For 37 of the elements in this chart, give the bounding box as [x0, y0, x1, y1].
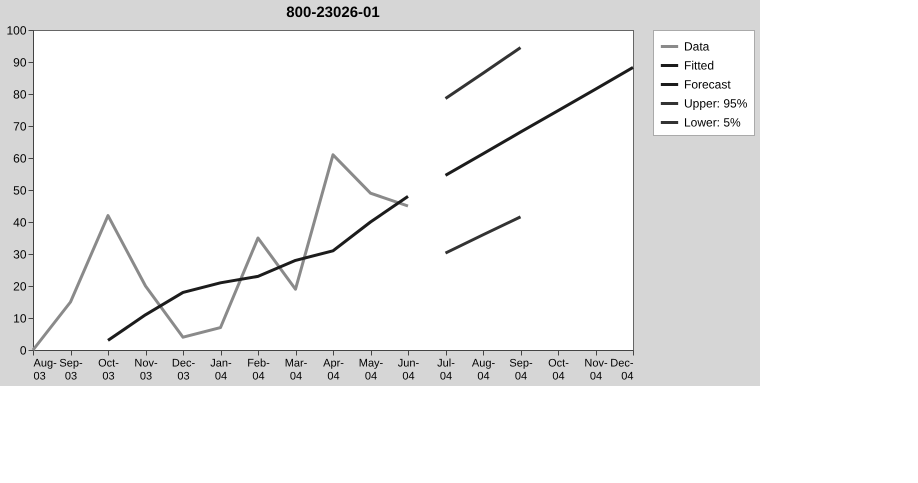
x-tick-label: Aug-04 [472, 358, 496, 382]
legend-label: Forecast [684, 78, 732, 92]
x-tick-label: Jul-04 [437, 358, 456, 382]
x-tick-label: Mar-04 [284, 358, 308, 382]
x-tick-label: Nov-03 [134, 358, 158, 382]
x-tick-label: Dec-03 [172, 358, 196, 382]
y-tick-label: 90 [13, 56, 27, 70]
x-tick-label: Feb-04 [247, 358, 270, 382]
legend-label: Fitted [684, 58, 714, 72]
y-tick-label: 70 [13, 120, 27, 134]
x-tick-label: Jan-04 [210, 358, 232, 382]
x-tick-label: Jun-04 [398, 358, 420, 382]
y-tick-label: 50 [13, 184, 27, 198]
x-tick-label: Sep-03 [59, 358, 83, 382]
chart-title: 800-23026-01 [286, 4, 380, 21]
y-tick-label: 30 [13, 248, 27, 262]
x-tick-label: Dec-04 [610, 358, 634, 382]
line-series [106, 194, 410, 342]
y-tick-label: 60 [13, 152, 27, 166]
y-tick-label: 0 [20, 344, 27, 358]
line-series [32, 153, 410, 352]
legend-label: Data [684, 40, 710, 54]
legend-label: Upper: 95% [684, 96, 748, 110]
x-tick-label: Oct-04 [548, 358, 570, 382]
x-tick-label: Apr-04 [323, 358, 344, 382]
x-tick-label: Aug-03 [34, 358, 58, 382]
x-tick-label: May-04 [358, 358, 384, 382]
y-tick-label: 40 [13, 216, 27, 230]
x-tick-label: Nov-04 [584, 358, 608, 382]
y-tick-label: 20 [13, 280, 27, 294]
y-tick-label: 10 [13, 312, 27, 326]
x-tick-label: Sep-04 [509, 358, 533, 382]
x-tick-label: Oct-03 [98, 358, 120, 382]
y-tick-label: 100 [6, 24, 27, 38]
legend-label: Lower: 5% [684, 116, 742, 130]
y-tick-label: 80 [13, 88, 27, 102]
line-series [444, 66, 634, 177]
